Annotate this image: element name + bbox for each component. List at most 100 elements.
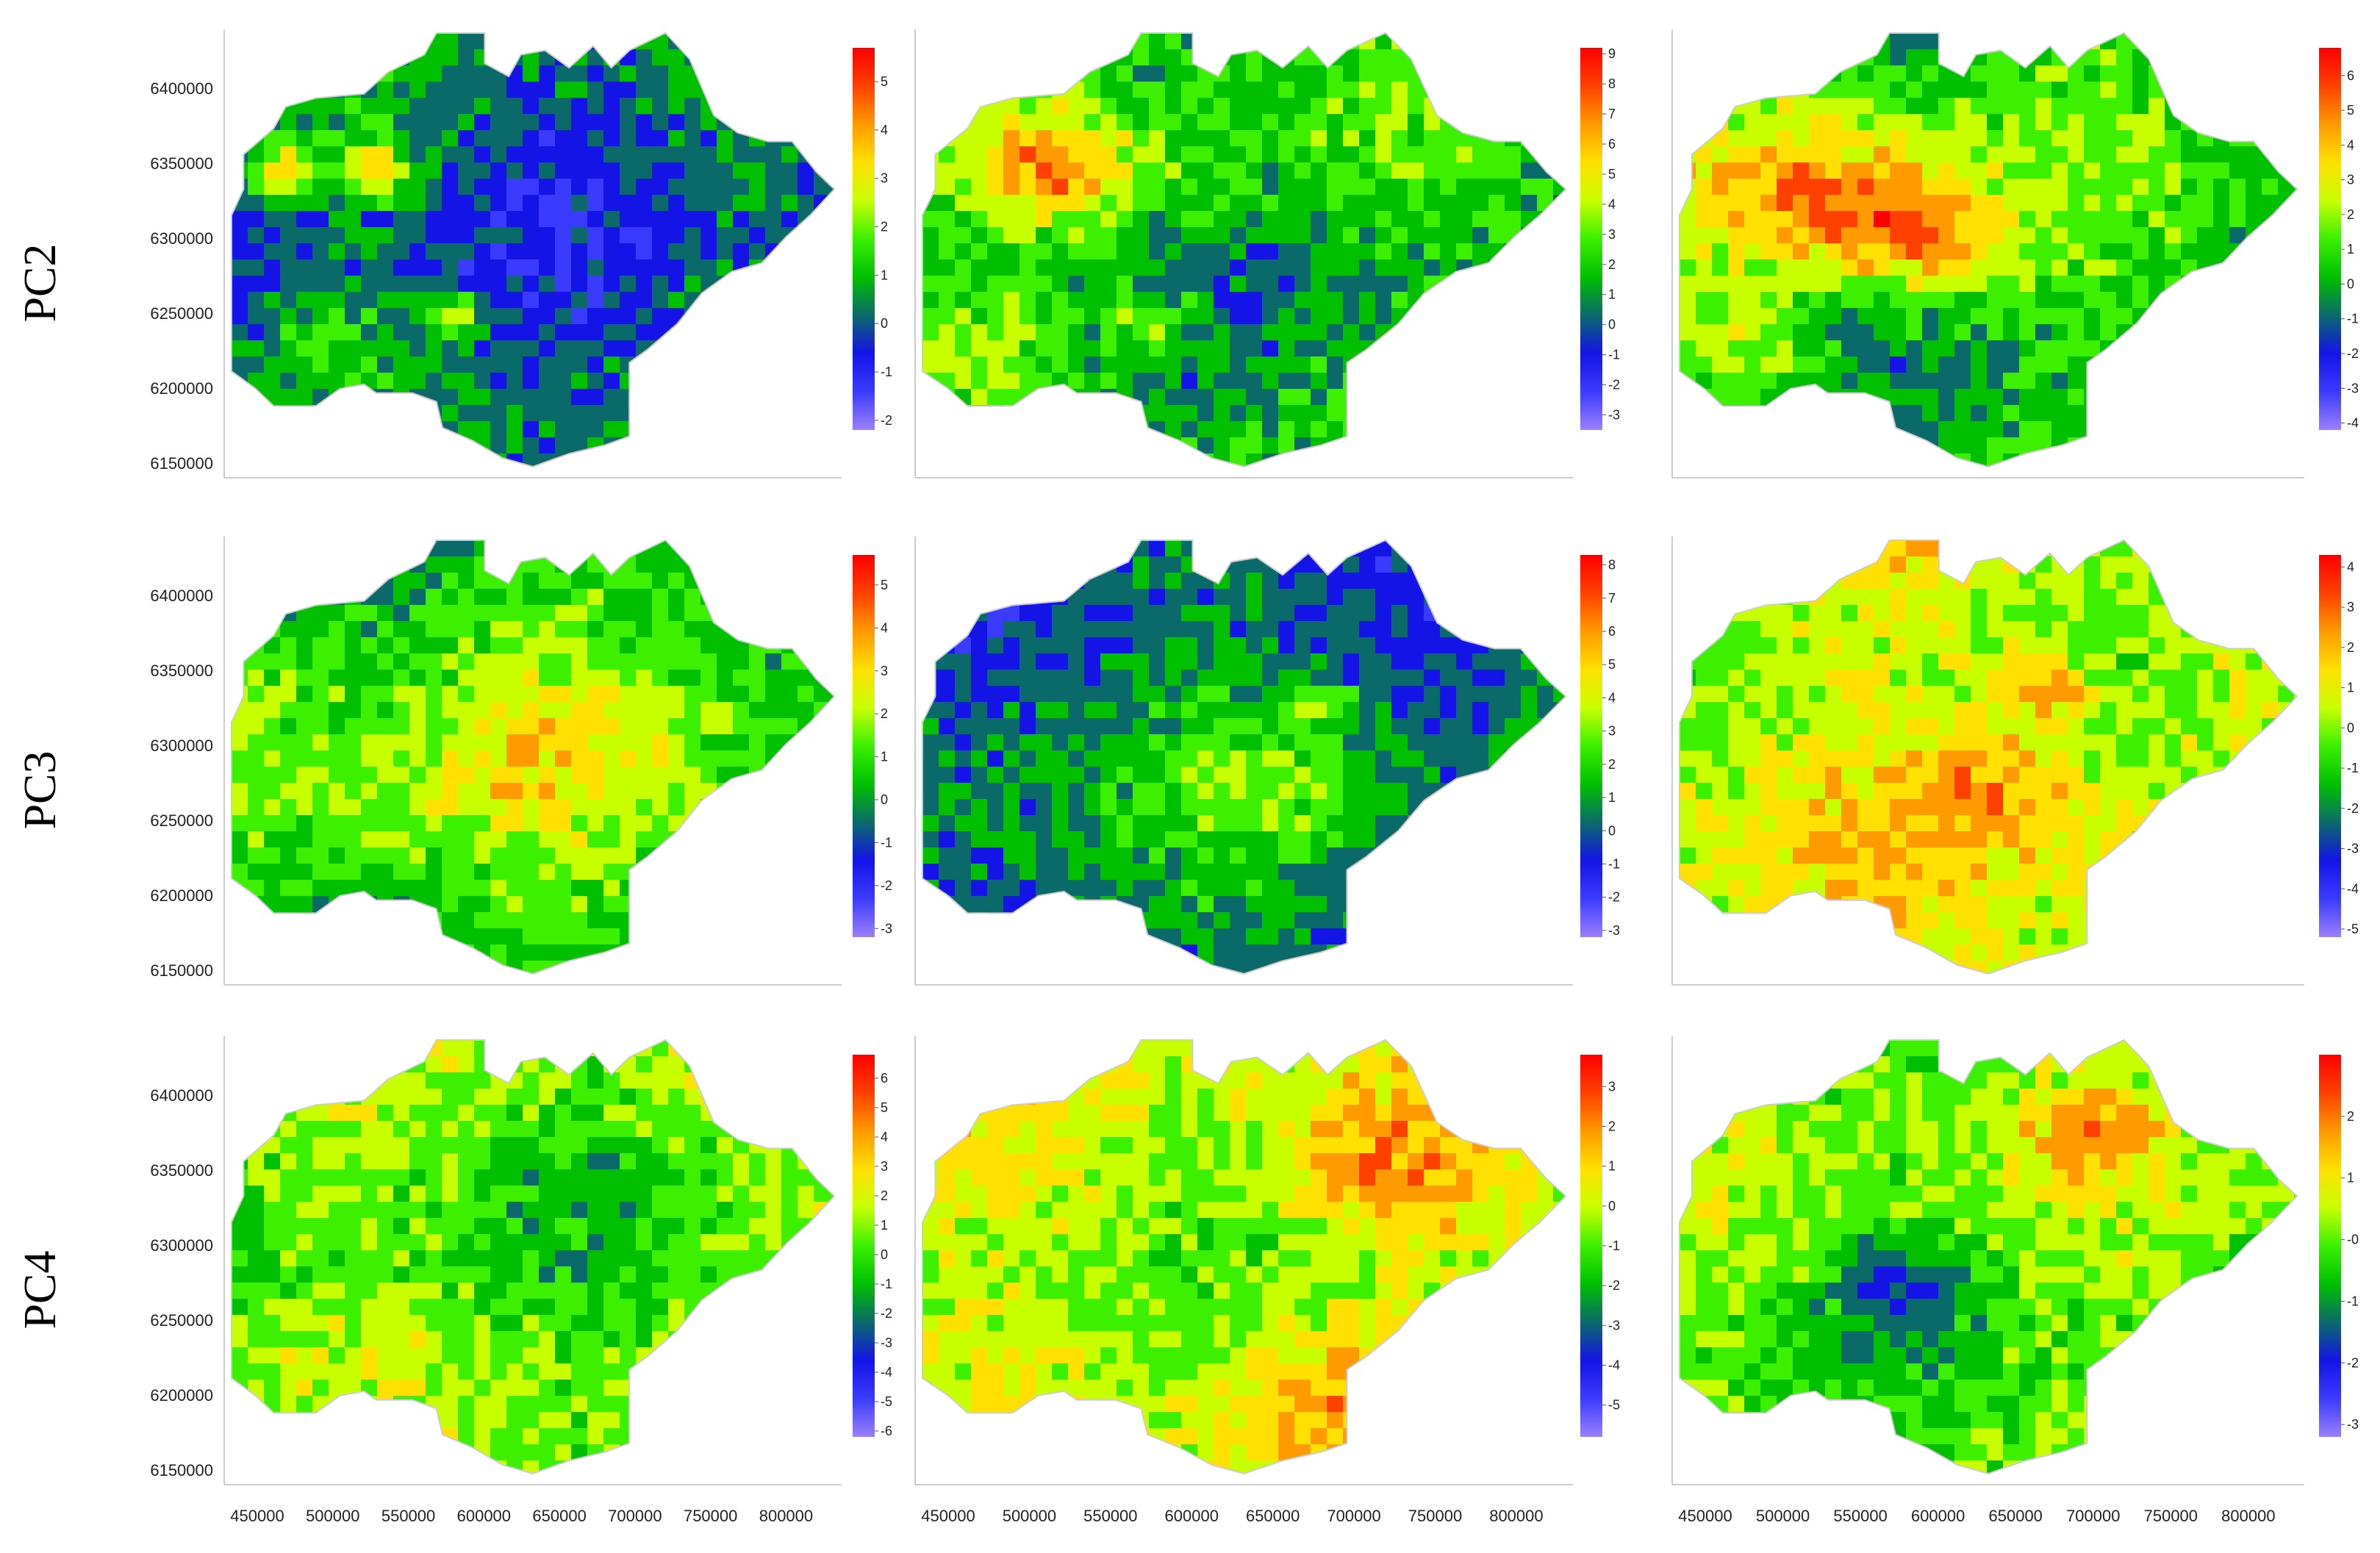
heatmap-cell [1359,556,1376,573]
heatmap-cell [1971,437,1987,454]
colorbar-label: 9 [1608,46,1616,61]
heatmap-cell [603,324,620,341]
heatmap-cell [2035,243,2052,260]
heatmap-cell [1084,373,1101,390]
heatmap-cell [1505,243,1521,260]
heatmap-cell [1391,589,1408,606]
heatmap-cell [280,961,297,974]
heatmap-cell [426,750,442,767]
heatmap-cell [1971,49,1987,66]
heatmap-cell [733,864,750,880]
heatmap-cell [1472,211,1489,228]
heatmap-cell [490,195,507,212]
heatmap-cell [523,912,540,929]
heatmap-cell [377,211,394,228]
heatmap-cell [232,750,248,767]
heatmap-cell [377,259,394,276]
heatmap-cell [620,340,637,357]
heatmap-cell [377,670,394,686]
heatmap-cell [1874,211,1890,228]
heatmap-cell [1922,389,1939,406]
heatmap-cell [312,573,329,589]
heatmap-cell [1181,750,1198,767]
heatmap-cell [506,928,523,945]
heatmap-cell [232,82,248,98]
heatmap-cell [1537,573,1554,589]
heatmap-cell [620,718,637,735]
heatmap-cell [955,783,972,800]
heatmap-cell [232,944,248,961]
heatmap-cell [1197,783,1214,800]
heatmap-cell [636,767,653,783]
heatmap-cell [1793,211,1810,228]
heatmap-cell [248,33,265,50]
heatmap-cell [232,799,248,816]
heatmap-cell [814,276,831,293]
heatmap-cell [765,815,782,832]
heatmap-cell [329,912,345,929]
heatmap-cell [652,373,669,390]
heatmap-cell [652,389,669,406]
heatmap-cell [1149,637,1166,654]
heatmap-cell [1359,653,1376,670]
heatmap-cell [1262,211,1279,228]
heatmap-cell [1744,356,1761,373]
heatmap-cell [1777,195,1793,212]
heatmap-cell [1472,670,1489,686]
heatmap-cell [987,750,1004,767]
heatmap-cell [458,896,475,913]
heatmap-cell [717,227,734,244]
heatmap-cell [1230,405,1247,422]
heatmap-cell [1359,750,1376,767]
heatmap-cell [749,373,766,390]
heatmap-cell [668,373,685,390]
heatmap-cell [2245,82,2262,98]
heatmap-cell [1408,179,1424,196]
heatmap-cell [1019,33,1036,50]
heatmap-cell [1696,146,1713,163]
heatmap-cell [1744,340,1761,357]
heatmap-cell [1456,573,1473,589]
heatmap-cell [296,453,313,467]
heatmap-cell [1003,356,1020,373]
heatmap-cell [1278,130,1295,147]
heatmap-cell [474,880,491,897]
heatmap-cell [280,259,297,276]
heatmap-cell [765,453,782,467]
heatmap-cell [523,308,540,325]
heatmap-cell [2278,373,2295,390]
heatmap-cell [922,227,939,244]
heatmap-cell [409,653,426,670]
heatmap-cell [1359,243,1376,260]
heatmap-cell [523,98,540,115]
heatmap-cell [733,750,750,767]
heatmap-cell [620,308,637,325]
heatmap-cell [1181,33,1198,50]
heatmap-cell [1375,373,1392,390]
heatmap-cell [296,944,313,961]
heatmap-cell [426,211,442,228]
heatmap-cell [1278,783,1295,800]
heatmap-cell [922,670,939,686]
heatmap-cell [474,847,491,864]
heatmap-cell [296,880,313,897]
heatmap-cell [264,308,281,325]
heatmap-cell [620,847,637,864]
colorbar-label: -2 [1608,378,1620,392]
heatmap-cell [426,276,442,293]
heatmap-cell [2245,179,2262,196]
heatmap-cell [603,243,620,260]
heatmap-cell [1246,389,1263,406]
heatmap-cell [2278,82,2295,98]
heatmap-cell [2165,292,2182,309]
heatmap-cell [1230,324,1247,341]
heatmap-cell [1230,114,1247,131]
heatmap-cell [1424,421,1441,438]
heatmap-cell [939,82,956,98]
heatmap-cell [232,227,248,244]
heatmap-cell [603,718,620,735]
heatmap-cell [1278,98,1295,115]
heatmap-cell [1472,356,1489,373]
heatmap-cell [717,831,734,848]
heatmap-cell [264,114,281,131]
